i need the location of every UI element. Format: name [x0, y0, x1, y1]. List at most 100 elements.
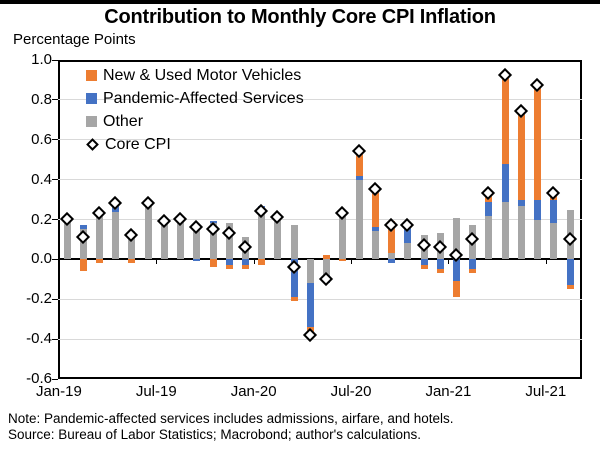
- gridline: [58, 298, 582, 300]
- y-tick-label: -0.4: [26, 330, 52, 348]
- bar-segment-pandemic-services: [436, 259, 444, 270]
- bar-segment-other: [517, 205, 525, 260]
- bar-segment-vehicles: [534, 85, 542, 200]
- y-axis-units-label: Percentage Points: [13, 31, 136, 48]
- y-tick-label: -0.2: [26, 290, 52, 308]
- bar-segment-vehicles: [225, 265, 233, 270]
- bar-segment-other: [144, 205, 152, 260]
- y-tick-label: 0.6: [31, 130, 52, 148]
- bar-segment-vehicles: [566, 285, 574, 290]
- bar-segment-vehicles: [517, 111, 525, 200]
- y-tick-label: 0.0: [31, 250, 52, 268]
- bar-segment-other: [160, 221, 168, 260]
- y-tick-mark: [52, 298, 58, 300]
- x-tick-label: Jan-21: [425, 383, 472, 400]
- bar-segment-vehicles: [355, 151, 363, 176]
- y-tick-mark: [52, 219, 58, 220]
- bar-segment-other: [177, 219, 185, 260]
- bar-segment-pandemic-services: [306, 283, 314, 328]
- y-tick-mark: [52, 179, 58, 181]
- bar-segment-other: [355, 179, 363, 260]
- bar-segment-pandemic-services: [79, 225, 87, 230]
- bar-segment-pandemic-services: [501, 163, 509, 202]
- x-tick-label: Jul-21: [525, 383, 567, 400]
- vehicles-swatch-icon: [86, 70, 97, 81]
- gridline: [58, 219, 582, 220]
- x-tick-mark: [351, 259, 353, 265]
- y-tick-mark: [52, 258, 58, 260]
- bar-segment-pandemic-services: [453, 259, 461, 282]
- bar-segment-pandemic-services: [355, 175, 363, 180]
- bar-segment-other: [225, 223, 233, 260]
- bar-segment-other: [79, 229, 87, 260]
- zero-line: [58, 258, 582, 261]
- other-swatch-icon: [86, 116, 97, 127]
- bar-segment-other: [388, 253, 396, 260]
- bar-segment-vehicles: [258, 259, 266, 266]
- bar-segment-other: [306, 259, 314, 284]
- bar-segment-vehicles: [290, 297, 298, 302]
- y-tick-label: 0.8: [31, 90, 52, 108]
- bar-segment-vehicles: [95, 259, 103, 264]
- bar-segment-other: [95, 215, 103, 260]
- note-text: Note: Pandemic-affected services include…: [8, 411, 454, 426]
- legend-label-core-cpi: Core CPI: [105, 135, 171, 153]
- legend-item-other: Other: [86, 110, 304, 133]
- y-tick-label: 0.2: [31, 210, 52, 228]
- bar-segment-other: [112, 211, 120, 260]
- bar-segment-pandemic-services: [371, 227, 379, 232]
- source-text: Source: Bureau of Labor Statistics; Macr…: [8, 427, 422, 442]
- bar-segment-other: [274, 217, 282, 260]
- gridline: [58, 99, 582, 101]
- x-tick-mark: [58, 259, 60, 265]
- y-tick-mark: [52, 378, 58, 380]
- bar-segment-other: [534, 219, 542, 260]
- bar-segment-other: [371, 231, 379, 260]
- bar-segment-vehicles: [420, 265, 428, 270]
- bar-segment-other: [339, 211, 347, 260]
- bar-segment-vehicles: [436, 269, 444, 274]
- bar-segment-other: [193, 225, 201, 260]
- bar-segment-pandemic-services: [469, 259, 477, 270]
- legend-item-vehicles: New & Used Motor Vehicles: [86, 64, 304, 87]
- x-tick-label: Jul-19: [135, 383, 177, 400]
- x-tick-mark: [448, 259, 450, 265]
- legend-item-core-cpi: Core CPI: [86, 133, 304, 156]
- gridline: [58, 338, 582, 340]
- legend: New & Used Motor Vehicles Pandemic-Affec…: [86, 64, 304, 156]
- gridline: [58, 179, 582, 181]
- x-tick-mark: [545, 259, 547, 265]
- bar-segment-vehicles: [371, 189, 379, 228]
- bar-segment-vehicles: [209, 259, 217, 268]
- y-tick-mark: [52, 139, 58, 141]
- bar-segment-other: [404, 243, 412, 260]
- bar-segment-pandemic-services: [242, 259, 250, 266]
- y-tick-mark: [52, 99, 58, 101]
- bar-segment-pandemic-services: [485, 201, 493, 216]
- legend-label-other: Other: [103, 112, 144, 130]
- bar-segment-vehicles: [323, 255, 331, 260]
- y-tick-label: -0.6: [26, 370, 52, 387]
- bar-segment-pandemic-services: [420, 259, 428, 266]
- bar-segment-other: [258, 211, 266, 260]
- bar-segment-other: [323, 259, 331, 276]
- bar-segment-vehicles: [79, 259, 87, 272]
- bar-segment-pandemic-services: [404, 225, 412, 244]
- bar-segment-other: [501, 201, 509, 260]
- bar-segment-pandemic-services: [388, 259, 396, 264]
- bar-segment-pandemic-services: [517, 199, 525, 206]
- legend-label-pandemic-services: Pandemic-Affected Services: [103, 89, 304, 107]
- bar-segment-vehicles: [128, 259, 136, 264]
- bar-segment-pandemic-services: [534, 199, 542, 220]
- y-tick-mark: [52, 338, 58, 340]
- x-tick-label: Jul-20: [330, 383, 372, 400]
- y-tick-mark: [52, 59, 58, 61]
- bar-segment-other: [128, 231, 136, 260]
- pandemic-services-swatch-icon: [86, 93, 97, 104]
- bar-segment-pandemic-services: [290, 259, 298, 298]
- bar-segment-other: [290, 225, 298, 260]
- x-tick-label: Jan-20: [230, 383, 277, 400]
- bar-segment-pandemic-services: [566, 259, 574, 286]
- bar-segment-pandemic-services: [225, 259, 233, 266]
